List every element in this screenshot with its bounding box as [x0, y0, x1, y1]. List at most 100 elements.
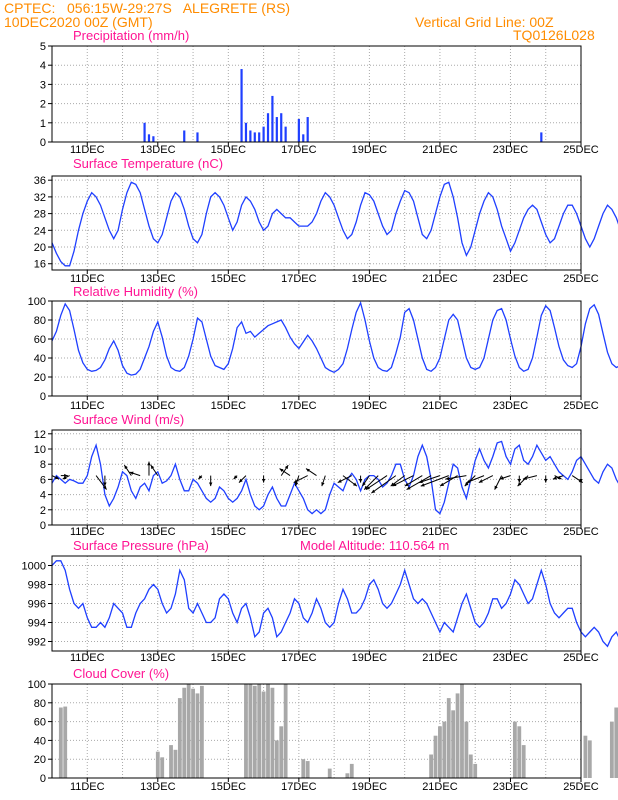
panel-title: Surface Pressure (hPa) — [73, 538, 209, 553]
x-tick-label: 23DEC — [493, 144, 529, 156]
data-bar — [433, 735, 438, 778]
y-tick-label: 10 — [34, 444, 46, 456]
data-bar — [583, 735, 588, 778]
data-bar — [305, 761, 310, 778]
wind-arrow-head — [337, 479, 342, 483]
y-tick-label: 20 — [34, 372, 46, 384]
y-tick-label: 1000 — [22, 561, 46, 573]
data-bar — [429, 754, 434, 778]
wind-arrow-head — [209, 482, 213, 487]
wind-arrow-head — [517, 482, 522, 487]
x-tick-label: 23DEC — [493, 273, 529, 285]
y-tick-label: 12 — [34, 429, 46, 441]
x-tick-label: 19DEC — [352, 400, 388, 412]
wind-arrow-head — [371, 489, 376, 494]
y-tick-label: 4 — [40, 490, 46, 502]
wind-arrow-head — [406, 486, 411, 490]
data-bar — [517, 726, 522, 778]
data-bar — [349, 763, 354, 778]
wind-arrow-head — [293, 479, 298, 483]
wind-arrow-head — [150, 465, 155, 470]
x-tick-label: 23DEC — [493, 400, 529, 412]
x-tick-label: 21DEC — [422, 652, 458, 664]
data-bar — [249, 130, 252, 142]
wind-arrow-head — [124, 465, 128, 470]
x-tick-label: 19DEC — [352, 652, 388, 664]
y-tick-label: 0 — [40, 391, 46, 403]
y-tick-label: 0 — [40, 137, 46, 149]
header-location: CPTEC: 056:15W-29:27S ALEGRETE (RS) — [4, 0, 291, 16]
panel-frame — [51, 683, 582, 779]
wind-arrow-head — [392, 482, 397, 487]
y-tick-label: 3 — [40, 79, 46, 91]
x-tick-label: 13DEC — [140, 400, 176, 412]
wind-arrow — [420, 475, 449, 487]
x-tick-label: 11DEC — [70, 652, 105, 664]
data-bar — [257, 684, 262, 778]
wind-arrow-head — [353, 482, 357, 487]
y-tick-label: 40 — [34, 353, 46, 365]
y-tick-label: 28 — [34, 209, 46, 221]
y-tick-label: 60 — [34, 717, 46, 729]
x-tick-label: 19DEC — [352, 144, 388, 156]
x-tick-label: 21DEC — [422, 781, 458, 793]
panel-frame — [51, 429, 582, 526]
wind-arrow-head — [321, 482, 325, 487]
wind-arrow-head — [544, 479, 548, 483]
data-bar — [258, 132, 261, 142]
data-bar — [244, 122, 248, 142]
data-bar — [196, 132, 199, 142]
wind-arrow-head — [362, 482, 366, 487]
y-tick-label: 0 — [40, 520, 46, 532]
data-bar — [143, 122, 146, 142]
data-bar — [266, 684, 270, 778]
x-tick-label: 17DEC — [281, 526, 317, 538]
panel-frame — [51, 300, 582, 397]
wind-arrow-head — [364, 485, 368, 490]
wind-arrow-head — [239, 478, 243, 483]
wind-arrow-head — [440, 482, 445, 487]
wind-arrow-head — [557, 475, 562, 480]
data-bar — [195, 693, 200, 778]
data-bar — [182, 687, 187, 778]
x-tick-label: 11DEC — [70, 273, 105, 285]
series-line — [51, 300, 618, 376]
wind-arrow-head — [62, 475, 67, 480]
x-tick-label: 17DEC — [281, 144, 317, 156]
x-tick-label: 11DEC — [70, 526, 105, 538]
data-bar — [191, 688, 195, 778]
wind-arrow-head — [261, 479, 266, 483]
x-tick-label: 11DEC — [70, 400, 105, 412]
data-bar — [306, 117, 309, 142]
wind-arrow-head — [418, 479, 423, 484]
data-bar — [540, 132, 543, 142]
y-tick-label: 4 — [40, 60, 46, 72]
y-tick-label: 2 — [40, 99, 46, 111]
panel-title: Cloud Cover (%) — [73, 666, 169, 681]
x-tick-label: 17DEC — [281, 781, 317, 793]
y-tick-label: 36 — [34, 175, 46, 187]
data-bar — [152, 136, 155, 142]
data-bar — [183, 130, 186, 142]
panel-title: Relative Humidity (%) — [73, 284, 198, 299]
y-tick-label: 994 — [28, 618, 46, 630]
panel-frame — [51, 45, 582, 143]
y-tick-label: 8 — [40, 459, 46, 471]
wind-arrow — [365, 475, 388, 491]
data-bar — [240, 69, 243, 142]
y-tick-label: 40 — [34, 735, 46, 747]
y-tick-label: 1 — [40, 118, 46, 130]
x-tick-label: 13DEC — [140, 273, 176, 285]
model-altitude: Model Altitude: 110.564 m — [300, 538, 449, 553]
data-bar — [521, 745, 526, 778]
data-bar — [177, 698, 182, 778]
wind-arrow-head — [284, 465, 289, 470]
wind-arrow-head — [478, 479, 483, 483]
data-bar — [173, 749, 178, 778]
x-tick-label: 11DEC — [70, 144, 105, 156]
wind-arrow-head — [500, 476, 504, 480]
y-tick-label: 20 — [34, 242, 46, 254]
data-bar — [280, 113, 283, 142]
wind-arrow-head — [103, 485, 107, 490]
data-bar — [147, 134, 151, 142]
